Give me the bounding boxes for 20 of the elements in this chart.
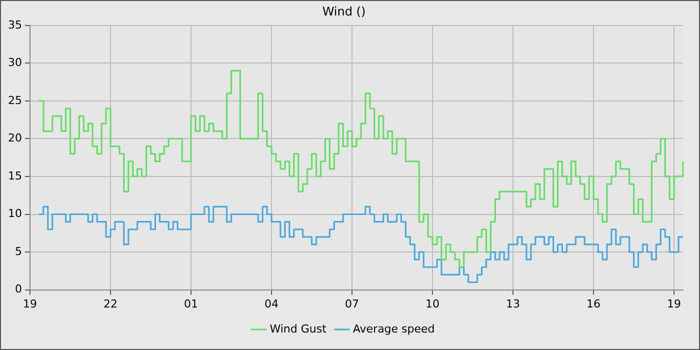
x-tick-label: 10 [426,297,440,310]
y-tick-label: 30 [8,56,22,70]
x-tick-label: 07 [345,297,360,310]
x-tick-label: 19 [667,297,682,310]
legend-label: Average speed [352,322,435,336]
legend-label: Wind Gust [270,322,328,336]
x-tick-label: 01 [184,297,198,310]
y-tick-label: 5 [14,244,22,258]
x-tick-label: 22 [104,297,118,310]
chart-title: Wind () [322,4,366,18]
y-tick-label: 10 [8,207,22,220]
x-tick-label: 16 [586,297,601,310]
y-tick-label: 0 [14,282,22,296]
y-tick-label: 25 [8,94,22,107]
y-tick-label: 35 [8,18,22,32]
x-tick-label: 13 [506,297,520,310]
x-tick-label: 19 [22,297,37,310]
y-tick-label: 20 [8,132,22,145]
y-tick-label: 15 [8,169,22,182]
x-tick-label: 04 [264,297,279,310]
